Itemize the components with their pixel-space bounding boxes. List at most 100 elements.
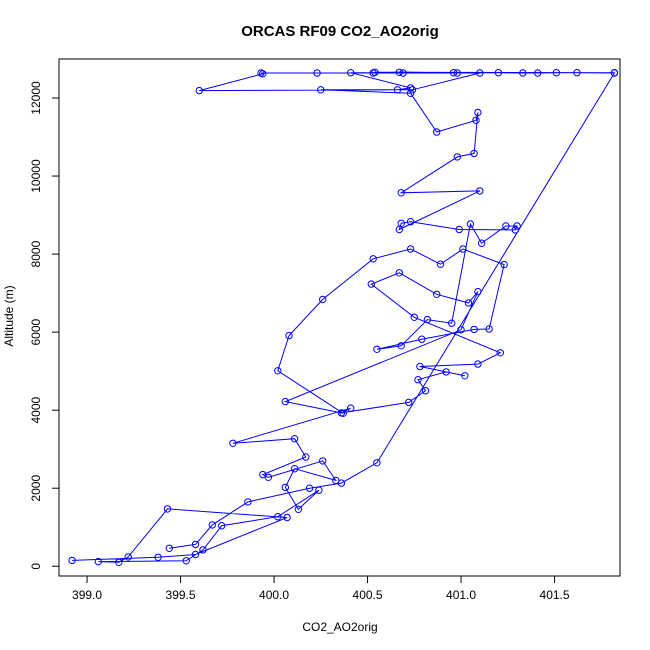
data-point [373, 345, 381, 353]
data-point [191, 550, 200, 559]
data-point [476, 69, 484, 77]
data-point [500, 260, 508, 269]
data-point [163, 505, 172, 513]
data-point [477, 239, 486, 247]
data-point [165, 544, 174, 552]
data-point [305, 484, 314, 492]
data-point [294, 505, 303, 513]
data-point [337, 479, 346, 487]
data-point [474, 108, 482, 117]
data-point [154, 553, 162, 561]
data-point [474, 360, 482, 368]
data-point [399, 69, 407, 77]
data-point [218, 522, 226, 530]
data-point [395, 68, 403, 77]
data-point [416, 362, 424, 371]
data-point [274, 367, 282, 375]
data-point [423, 315, 432, 324]
data-point [472, 116, 480, 125]
x-tick-label: 399.5 [166, 588, 196, 602]
data-point [373, 459, 381, 467]
data-point [511, 226, 519, 234]
data-point [448, 319, 456, 327]
data-point [406, 245, 415, 253]
data-point [418, 335, 426, 343]
data-point [573, 69, 581, 77]
data-point [433, 128, 441, 136]
data-point [229, 439, 237, 447]
data-point [319, 457, 327, 465]
y-tick-label: 4000 [29, 396, 43, 423]
data-point [124, 553, 132, 561]
data-point [339, 409, 347, 417]
data-point [259, 70, 267, 78]
y-axis: 0 2000 4000 6000 8000 10000 12000 [29, 81, 59, 570]
x-tick-label: 400.5 [353, 588, 383, 602]
data-point [395, 225, 403, 234]
data-point [94, 557, 103, 566]
data-point [449, 69, 458, 77]
y-tick-label: 12000 [29, 81, 43, 115]
y-axis-label: Altitude (m) [2, 285, 16, 346]
data-point [464, 299, 473, 307]
data-point [610, 69, 619, 77]
data-point [191, 540, 200, 549]
data-point [496, 349, 504, 357]
data-point [199, 546, 207, 554]
data-point [414, 376, 422, 384]
y-tick-label: 10000 [29, 159, 43, 193]
data-point [470, 325, 478, 334]
data-point [485, 325, 493, 333]
data-point [453, 153, 461, 161]
data-point [347, 69, 355, 77]
data-point [283, 513, 291, 522]
data-point [115, 558, 123, 566]
data-point [315, 486, 323, 494]
y-tick-label: 0 [29, 563, 43, 570]
y-tick-label: 6000 [29, 318, 43, 345]
data-point [244, 498, 252, 506]
data-point [433, 290, 441, 298]
y-tick-label: 8000 [29, 240, 43, 267]
data-point [519, 69, 527, 77]
data-point [195, 86, 204, 95]
data-point [552, 69, 561, 77]
data-point [436, 260, 445, 268]
plot-area [68, 68, 619, 566]
data-point [406, 89, 415, 98]
data-point [502, 222, 510, 230]
data-point [457, 326, 465, 334]
data-point [347, 404, 355, 412]
data-point [410, 313, 418, 321]
data-point [408, 86, 417, 94]
data-point [453, 69, 461, 77]
data-point [397, 189, 405, 197]
data-point [68, 556, 76, 565]
data-point [406, 84, 415, 92]
data-point [405, 398, 413, 407]
y-tick-label: 2000 [29, 475, 43, 502]
x-tick-label: 399.0 [72, 588, 102, 602]
data-point [513, 222, 521, 230]
data-point [290, 465, 299, 473]
data-point [534, 69, 542, 77]
data-point [369, 69, 377, 77]
x-axis: 399.0 399.5 400.0 400.5 401.0 401.5 [72, 576, 570, 602]
data-point [285, 331, 293, 340]
data-point [274, 513, 282, 521]
plot-frame [58, 58, 621, 577]
data-point [459, 245, 467, 253]
x-tick-label: 401.5 [540, 588, 570, 602]
data-point [208, 521, 217, 529]
x-tick-label: 400.0 [259, 588, 289, 602]
data-point [281, 483, 289, 492]
data-point [442, 368, 450, 376]
data-point [397, 342, 405, 350]
data-point [367, 280, 375, 288]
data-point [313, 69, 321, 77]
data-point [302, 453, 310, 461]
data-point [406, 218, 415, 226]
data-point [474, 287, 482, 296]
data-point [466, 220, 475, 228]
